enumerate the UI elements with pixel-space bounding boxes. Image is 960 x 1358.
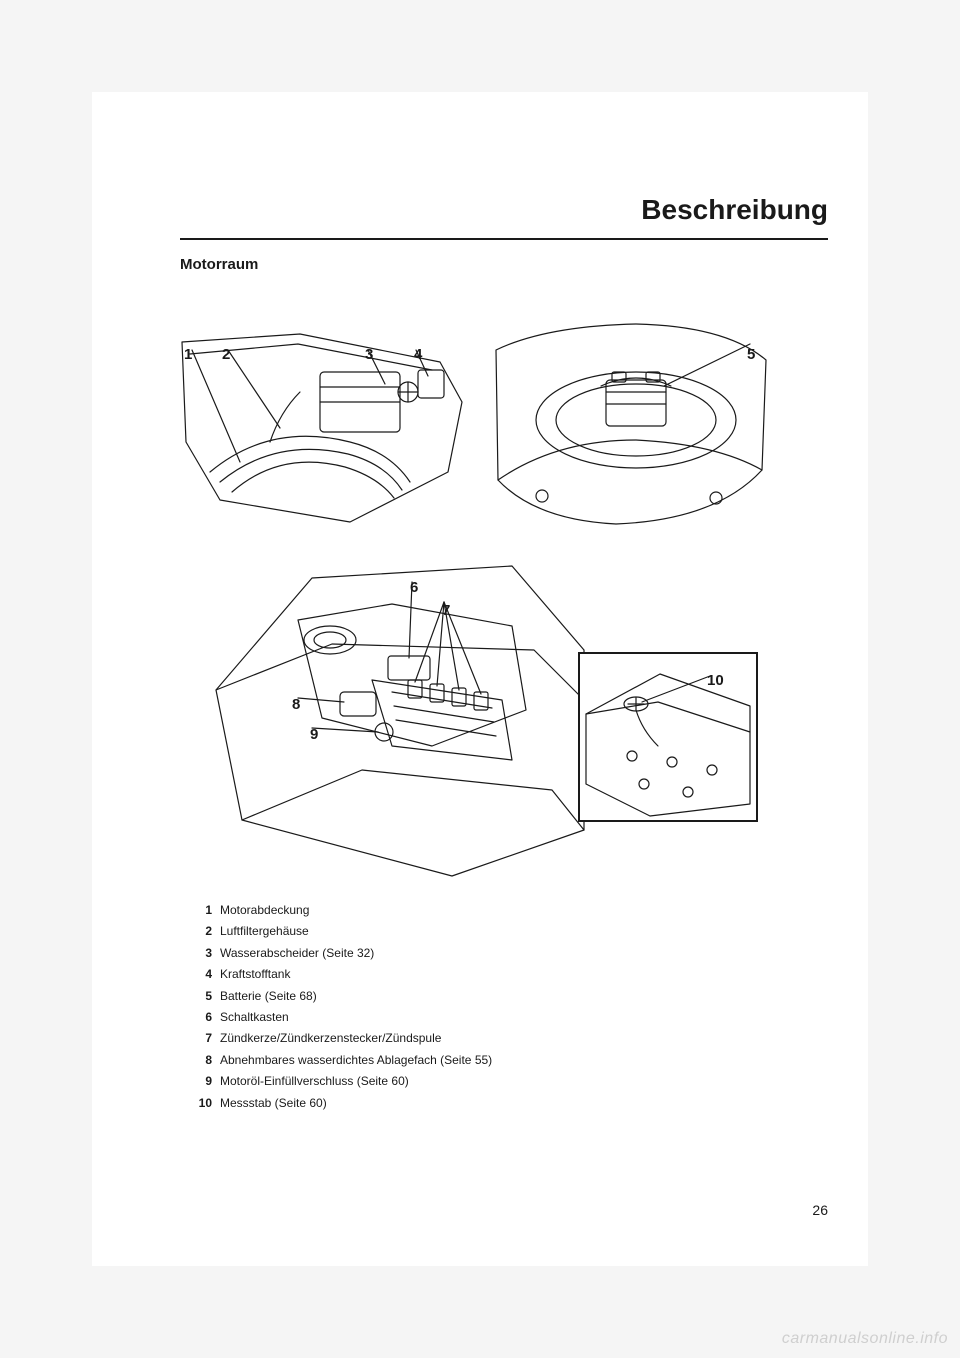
watermark: carmanualsonline.info [782, 1330, 948, 1348]
callout-8: 8 [292, 696, 300, 713]
legend-text: Motoröl-Einfüllverschluss (Seite 60) [212, 1073, 409, 1090]
legend-row: 1 Motorabdeckung [192, 902, 552, 919]
legend-row: 5 Batterie (Seite 68) [192, 988, 552, 1005]
legend-text: Batterie (Seite 68) [212, 988, 317, 1005]
legend-row: 9 Motoröl-Einfüllverschluss (Seite 60) [192, 1073, 552, 1090]
page-number: 26 [812, 1202, 828, 1218]
section-title: Motorraum [180, 256, 258, 273]
legend-row: 7 Zündkerze/Zündkerzenstecker/Zündspule [192, 1030, 552, 1047]
legend-num: 4 [192, 966, 212, 983]
legend-num: 1 [192, 902, 212, 919]
legend-text: Motorabdeckung [212, 902, 309, 919]
legend-row: 6 Schaltkasten [192, 1009, 552, 1026]
legend-text: Zündkerze/Zündkerzenstecker/Zündspule [212, 1030, 441, 1047]
callout-4: 4 [414, 346, 422, 363]
figure-engine-bay [212, 560, 588, 880]
legend-num: 3 [192, 945, 212, 962]
figure-battery [486, 320, 772, 530]
legend-text: Messstab (Seite 60) [212, 1095, 327, 1112]
legend-text: Wasserabscheider (Seite 32) [212, 945, 374, 962]
legend-num: 5 [192, 988, 212, 1005]
legend-text: Abnehmbares wasserdichtes Ablagefach (Se… [212, 1052, 492, 1069]
legend-row: 2 Luftfiltergehäuse [192, 923, 552, 940]
page-content: Beschreibung Motorraum [92, 92, 868, 1266]
legend-num: 8 [192, 1052, 212, 1069]
horizontal-rule [180, 238, 828, 240]
legend-num: 10 [192, 1095, 212, 1112]
parts-legend: 1 Motorabdeckung 2 Luftfiltergehäuse 3 W… [192, 902, 552, 1116]
legend-text: Luftfiltergehäuse [212, 923, 309, 940]
legend-text: Schaltkasten [212, 1009, 289, 1026]
legend-row: 8 Abnehmbares wasserdichtes Ablagefach (… [192, 1052, 552, 1069]
legend-row: 4 Kraftstofftank [192, 966, 552, 983]
page-title: Beschreibung [641, 194, 828, 226]
callout-7: 7 [442, 602, 450, 619]
callout-10: 10 [707, 672, 724, 689]
figure-dipstick [578, 652, 758, 822]
callout-6: 6 [410, 579, 418, 596]
legend-row: 10 Messstab (Seite 60) [192, 1095, 552, 1112]
callout-5: 5 [747, 346, 755, 363]
legend-num: 9 [192, 1073, 212, 1090]
callout-9: 9 [310, 726, 318, 743]
callout-3: 3 [365, 346, 373, 363]
legend-num: 2 [192, 923, 212, 940]
legend-text: Kraftstofftank [212, 966, 290, 983]
legend-num: 6 [192, 1009, 212, 1026]
callout-1: 1 [184, 346, 192, 363]
callout-2: 2 [222, 346, 230, 363]
legend-row: 3 Wasserabscheider (Seite 32) [192, 945, 552, 962]
manual-page: Beschreibung Motorraum [92, 92, 868, 1266]
legend-num: 7 [192, 1030, 212, 1047]
